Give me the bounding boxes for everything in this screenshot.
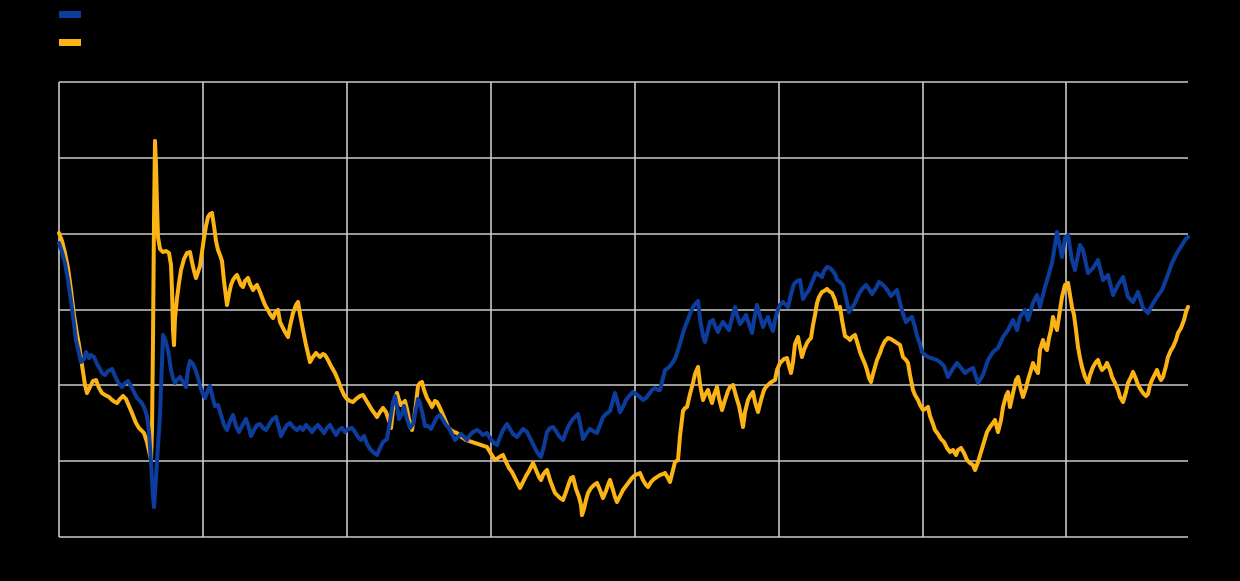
series-2-yellow bbox=[57, 139, 1190, 517]
legend-swatch-series-1 bbox=[59, 11, 81, 18]
legend-swatch-series-2 bbox=[59, 39, 81, 46]
series-1-blue bbox=[57, 230, 1190, 509]
